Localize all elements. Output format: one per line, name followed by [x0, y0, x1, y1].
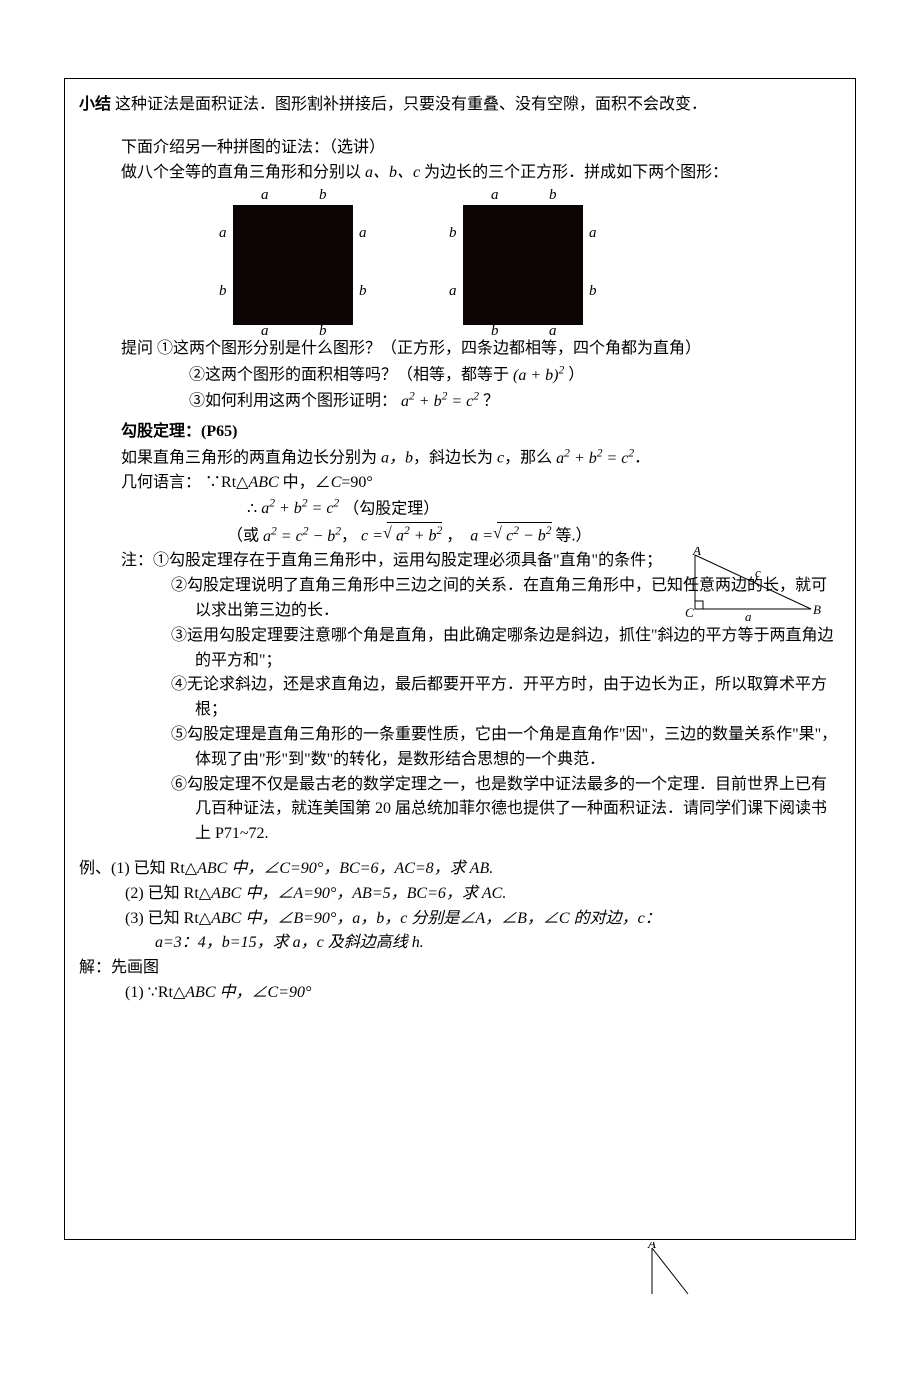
- lbl-a: a: [449, 283, 457, 300]
- tri-b: b: [685, 573, 692, 588]
- diagram-right: a b b a a b b a: [439, 195, 609, 335]
- bottom-triangle: A: [640, 1242, 710, 1298]
- problem-1: 例、(1) 已知 Rt△ABC 中，∠C=90°，BC=6，AC=8，求 AB.: [79, 857, 841, 882]
- note-5: ⑤勾股定理是直角三角形的一条重要性质，它由一个角是直角作"因"，三边的数量关系作…: [79, 723, 841, 773]
- note-3: ③运用勾股定理要注意哪个角是直角，由此确定哪条边是斜边，抓住"斜边的平方等于两直…: [79, 624, 841, 674]
- tri-C: C: [685, 605, 694, 620]
- question-2: ②这两个图形的面积相等吗？（相等，都等于 (a + b)2 ）: [79, 362, 841, 388]
- blackbox-left: [233, 205, 353, 325]
- altproof-line1: 下面介绍另一种拼图的证法：（选讲）: [79, 136, 841, 161]
- bottom-tri-A: A: [647, 1242, 656, 1251]
- note-4: ④无论求斜边，还是求直角边，最后都要开平方．开平方时，由于边长为正，所以取算术平…: [79, 673, 841, 723]
- problem-3: (3) 已知 Rt△ABC 中，∠B=90°，a，b，c 分别是∠A，∠B，∠C…: [79, 907, 841, 932]
- problem-3b: a=3：4，b=15，求 a，c 及斜边高线 h.: [79, 931, 841, 956]
- summary-text: 这种证法是面积证法．图形割补拼接后，只要没有重叠、没有空隙，面积不会改变．: [115, 96, 707, 113]
- lbl-a: a: [359, 225, 367, 242]
- lbl-b: b: [549, 187, 557, 204]
- solution-1: (1) ∵Rt△ABC 中，∠C=90°: [79, 981, 841, 1006]
- summary-label: 小结: [79, 96, 111, 113]
- lbl-b: b: [589, 283, 597, 300]
- lbl-a: a: [261, 323, 269, 340]
- lbl-b: b: [319, 323, 327, 340]
- diagram-row: a b a b a b a b a b b a a b b a: [209, 195, 841, 335]
- question-3: ③如何利用这两个图形证明： a2 + b2 = c2 ？: [79, 388, 841, 414]
- lbl-a: a: [589, 225, 597, 242]
- altproof-line2: 做八个全等的直角三角形和分别以 a、b、c 为边长的三个正方形．拼成如下两个图形…: [79, 161, 841, 186]
- lbl-b: b: [219, 283, 227, 300]
- question-1: 提问 ①这两个图形分别是什么图形？（正方形，四条边都相等，四个角都为直角）: [79, 337, 841, 362]
- problems: 例、(1) 已知 Rt△ABC 中，∠C=90°，BC=6，AC=8，求 AB.…: [79, 857, 841, 1006]
- lbl-a: a: [219, 225, 227, 242]
- theorem-statement: 如果直角三角形的两直角边长分别为 a，b，斜边长为 c，那么 a2 + b2 =…: [79, 445, 841, 471]
- lbl-b: b: [491, 323, 499, 340]
- lbl-a: a: [549, 323, 557, 340]
- page-frame: 小结 这种证法是面积证法．图形割补拼接后，只要没有重叠、没有空隙，面积不会改变．…: [64, 78, 856, 1240]
- lbl-a: a: [491, 187, 499, 204]
- solution-label: 解：先画图: [79, 956, 841, 981]
- geom-line1: 几何语言： ∵Rt△ABC 中，∠C=90°: [79, 471, 841, 496]
- tri-a: a: [745, 609, 752, 624]
- lbl-b: b: [449, 225, 457, 242]
- tri-B: B: [813, 602, 821, 617]
- summary-para: 小结 这种证法是面积证法．图形割补拼接后，只要没有重叠、没有空隙，面积不会改变．: [79, 93, 841, 118]
- tri-A: A: [692, 547, 701, 558]
- lbl-b: b: [319, 187, 327, 204]
- theorem-title: 勾股定理：(P65): [79, 420, 841, 445]
- geom-line2: ∴ a2 + b2 = c2 （勾股定理）: [79, 496, 841, 522]
- blackbox-right: [463, 205, 583, 325]
- lbl-b: b: [359, 283, 367, 300]
- right-triangle-figure: A B C b a c: [685, 547, 825, 627]
- diagram-left: a b a b a b a b: [209, 195, 379, 335]
- problem-2: (2) 已知 Rt△ABC 中，∠A=90°，AB=5，BC=6，求 AC.: [79, 882, 841, 907]
- geom-line3: （或 a2 = c2 − b2， c = a2 + b2 ， a = c2 − …: [79, 522, 841, 549]
- lbl-a: a: [261, 187, 269, 204]
- tri-c: c: [755, 565, 761, 580]
- note-6: ⑥勾股定理不仅是最古老的数学定理之一，也是数学中证法最多的一个定理．目前世界上已…: [79, 773, 841, 847]
